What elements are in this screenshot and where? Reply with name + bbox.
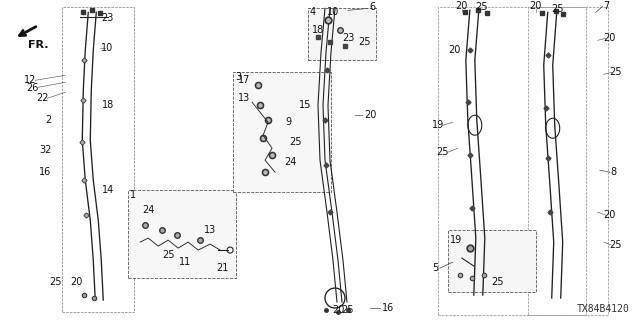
Text: 25: 25 [162, 250, 175, 260]
Text: 20: 20 [529, 1, 542, 12]
Text: TX84B4120: TX84B4120 [577, 304, 630, 314]
Text: 24: 24 [284, 157, 296, 167]
Text: 25: 25 [49, 277, 61, 287]
Text: 20: 20 [332, 305, 344, 315]
Text: 7: 7 [604, 1, 610, 12]
Bar [438, 7, 586, 315]
Text: 16: 16 [382, 303, 394, 313]
Text: 13: 13 [204, 225, 216, 235]
Bar [448, 230, 536, 292]
Text: 19: 19 [450, 235, 462, 245]
Text: 25: 25 [358, 37, 371, 47]
Text: 20: 20 [70, 277, 83, 287]
Text: 21: 21 [216, 263, 228, 273]
Text: 15: 15 [299, 100, 311, 110]
Text: 25: 25 [492, 277, 504, 287]
Text: 19: 19 [432, 120, 444, 130]
Text: 9: 9 [285, 117, 291, 127]
Text: 25: 25 [342, 305, 354, 315]
Text: 20: 20 [604, 33, 616, 43]
Text: 24: 24 [142, 205, 154, 215]
Bar [233, 72, 331, 192]
Text: 5: 5 [432, 263, 438, 273]
Text: 12: 12 [24, 75, 36, 85]
Text: 25: 25 [609, 67, 622, 77]
Bar [308, 8, 376, 60]
Text: 17: 17 [238, 75, 250, 85]
Text: 2: 2 [45, 115, 51, 125]
Text: 32: 32 [39, 145, 51, 155]
Text: 10: 10 [101, 43, 113, 53]
Text: 25: 25 [552, 4, 564, 14]
Text: 10: 10 [327, 7, 339, 17]
Bar [528, 7, 607, 315]
Text: 20: 20 [364, 110, 376, 120]
Text: 11: 11 [179, 257, 191, 267]
Text: 25: 25 [289, 137, 301, 147]
Text: 4: 4 [310, 7, 316, 17]
Bar [128, 190, 236, 278]
Text: 1: 1 [130, 190, 136, 200]
Text: 22: 22 [36, 93, 49, 103]
Text: 25: 25 [609, 240, 622, 250]
Text: 6: 6 [369, 2, 375, 12]
Bar [62, 7, 134, 312]
Text: 26: 26 [26, 83, 38, 93]
Text: 20: 20 [456, 1, 468, 12]
Text: 13: 13 [238, 93, 250, 103]
Text: 25: 25 [436, 147, 449, 157]
Text: 3: 3 [235, 72, 241, 82]
Text: 18: 18 [102, 100, 115, 110]
Text: 18: 18 [312, 25, 324, 35]
Text: 25: 25 [476, 2, 488, 12]
Text: 23: 23 [342, 33, 354, 43]
Text: 14: 14 [102, 185, 115, 195]
Text: 8: 8 [611, 167, 617, 177]
Text: FR.: FR. [28, 40, 49, 50]
Text: 20: 20 [449, 45, 461, 55]
Text: 23: 23 [101, 13, 113, 23]
Text: 16: 16 [39, 167, 51, 177]
Text: 20: 20 [604, 210, 616, 220]
